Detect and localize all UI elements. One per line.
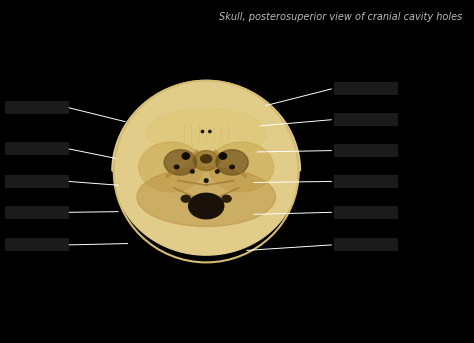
Bar — [5, 101, 69, 114]
Bar — [334, 113, 398, 126]
Ellipse shape — [182, 153, 190, 159]
Ellipse shape — [215, 170, 219, 173]
Bar — [5, 142, 69, 155]
Bar — [5, 206, 69, 219]
Ellipse shape — [201, 130, 204, 133]
Ellipse shape — [204, 179, 208, 182]
Ellipse shape — [174, 165, 179, 169]
Bar — [5, 175, 69, 188]
Ellipse shape — [201, 155, 212, 163]
Text: Skull, posterosuperior view of cranial cavity holes: Skull, posterosuperior view of cranial c… — [219, 12, 462, 22]
Ellipse shape — [146, 108, 266, 158]
Ellipse shape — [181, 196, 191, 202]
Ellipse shape — [222, 196, 231, 202]
Bar — [334, 175, 398, 188]
Ellipse shape — [137, 167, 275, 226]
Ellipse shape — [193, 151, 219, 170]
Ellipse shape — [139, 142, 203, 192]
Ellipse shape — [189, 193, 224, 219]
Polygon shape — [112, 81, 301, 255]
Bar — [334, 144, 398, 157]
Bar — [334, 206, 398, 219]
Ellipse shape — [216, 150, 248, 175]
Bar — [334, 238, 398, 251]
Ellipse shape — [209, 130, 211, 133]
Bar — [5, 238, 69, 251]
Bar — [334, 82, 398, 95]
Ellipse shape — [230, 165, 234, 169]
Ellipse shape — [209, 142, 273, 192]
Ellipse shape — [219, 153, 227, 159]
Ellipse shape — [191, 170, 194, 173]
Ellipse shape — [164, 150, 197, 175]
